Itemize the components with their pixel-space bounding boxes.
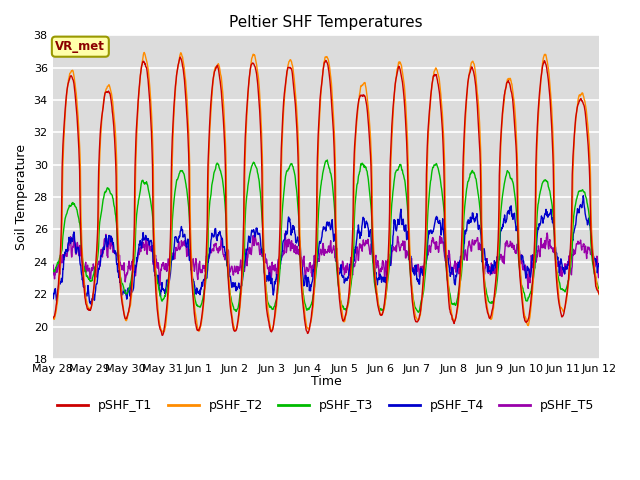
Y-axis label: Soil Temperature: Soil Temperature (15, 144, 28, 250)
Legend: pSHF_T1, pSHF_T2, pSHF_T3, pSHF_T4, pSHF_T5: pSHF_T1, pSHF_T2, pSHF_T3, pSHF_T4, pSHF… (52, 395, 600, 418)
Title: Peltier SHF Temperatures: Peltier SHF Temperatures (229, 15, 423, 30)
Text: VR_met: VR_met (56, 40, 105, 53)
X-axis label: Time: Time (310, 375, 341, 388)
